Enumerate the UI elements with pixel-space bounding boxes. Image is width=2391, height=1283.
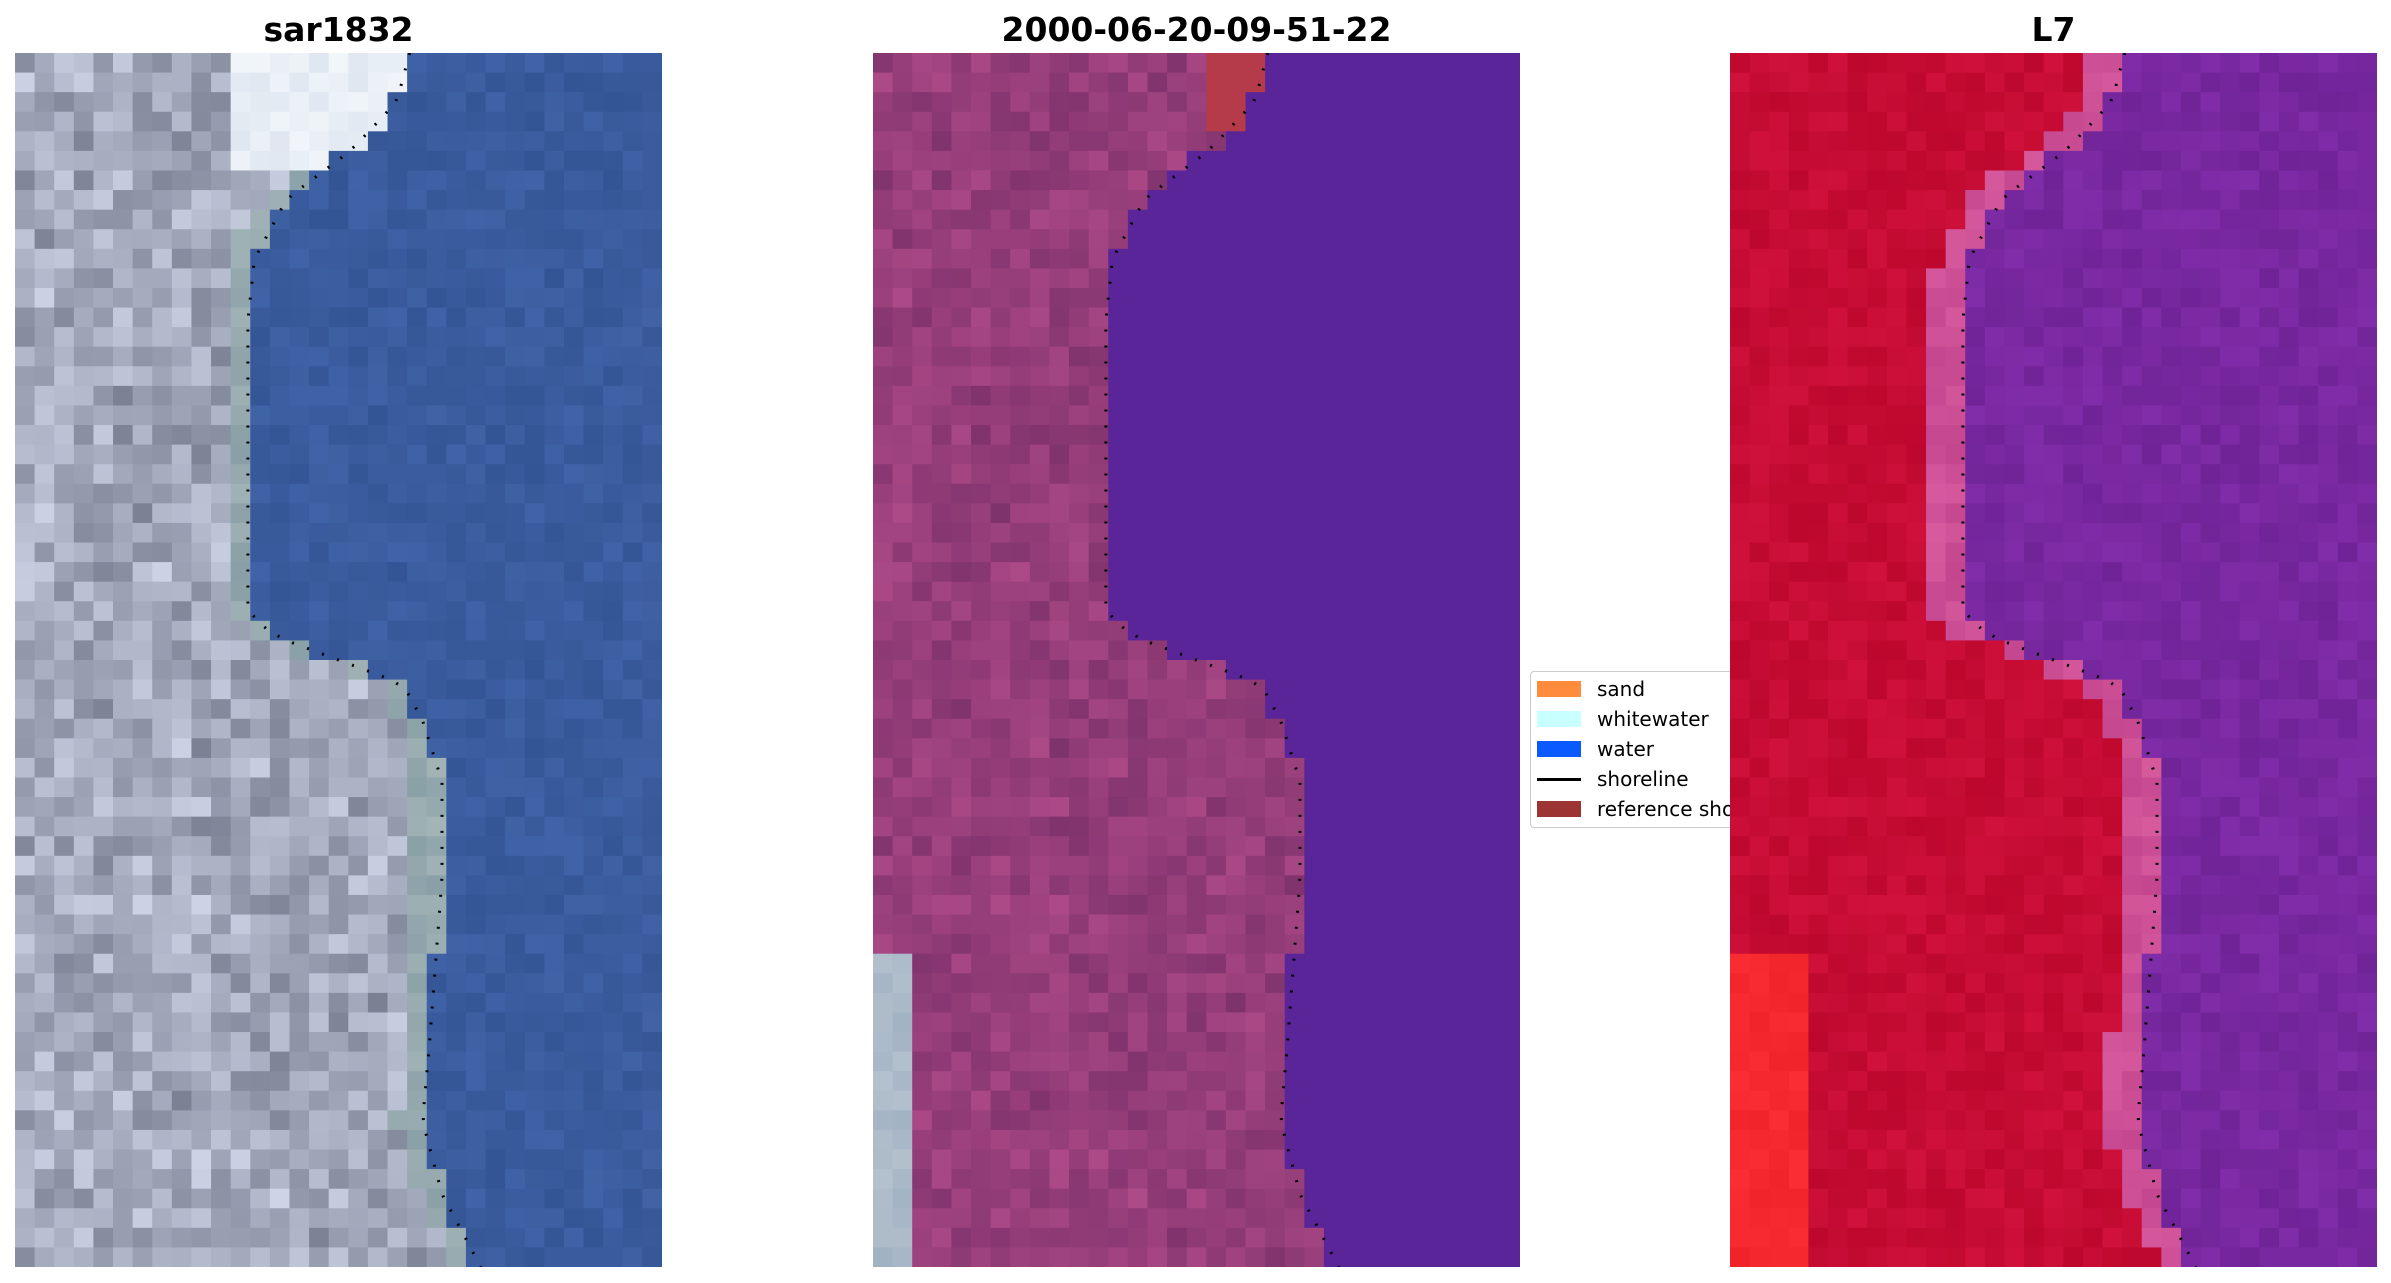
shoreline-line-swatch (1537, 777, 1581, 781)
panel-title-classified: 2000-06-20-09-51-22 (1001, 10, 1392, 49)
rgb-satellite-image (15, 53, 662, 1267)
legend: sand whitewater water shoreline referenc… (1530, 671, 1730, 828)
ndwi-satellite-image (1730, 53, 2377, 1267)
legend-item-reference-shoreline: reference shoreline (1537, 794, 1730, 824)
whitewater-swatch (1537, 711, 1581, 727)
legend-label-shoreline: shoreline (1597, 767, 1689, 791)
legend-label-sand: sand (1597, 677, 1646, 701)
shoreline-line (1961, 53, 2198, 1267)
legend-item-shoreline: shoreline (1537, 764, 1689, 794)
panel-title-rgb: sar1832 (263, 10, 414, 49)
shoreline-line (246, 53, 483, 1267)
reference-shoreline-swatch (1537, 801, 1581, 817)
classified-satellite-image (873, 53, 1520, 1267)
legend-label-water: water (1597, 737, 1654, 761)
legend-label-whitewater: whitewater (1597, 707, 1709, 731)
classified-image-panel (873, 53, 1520, 1267)
water-swatch (1537, 741, 1581, 757)
shoreline-line (1104, 53, 1341, 1267)
rgb-image-panel (15, 53, 662, 1267)
sand-swatch (1537, 681, 1581, 697)
legend-item-sand: sand (1537, 674, 1645, 704)
panel-title-ndwi: L7 (2031, 10, 2076, 49)
legend-label-reference-shoreline: reference shoreline (1597, 797, 1730, 821)
ndwi-image-panel (1730, 53, 2377, 1267)
legend-item-water: water (1537, 734, 1654, 764)
legend-item-whitewater: whitewater (1537, 704, 1709, 734)
